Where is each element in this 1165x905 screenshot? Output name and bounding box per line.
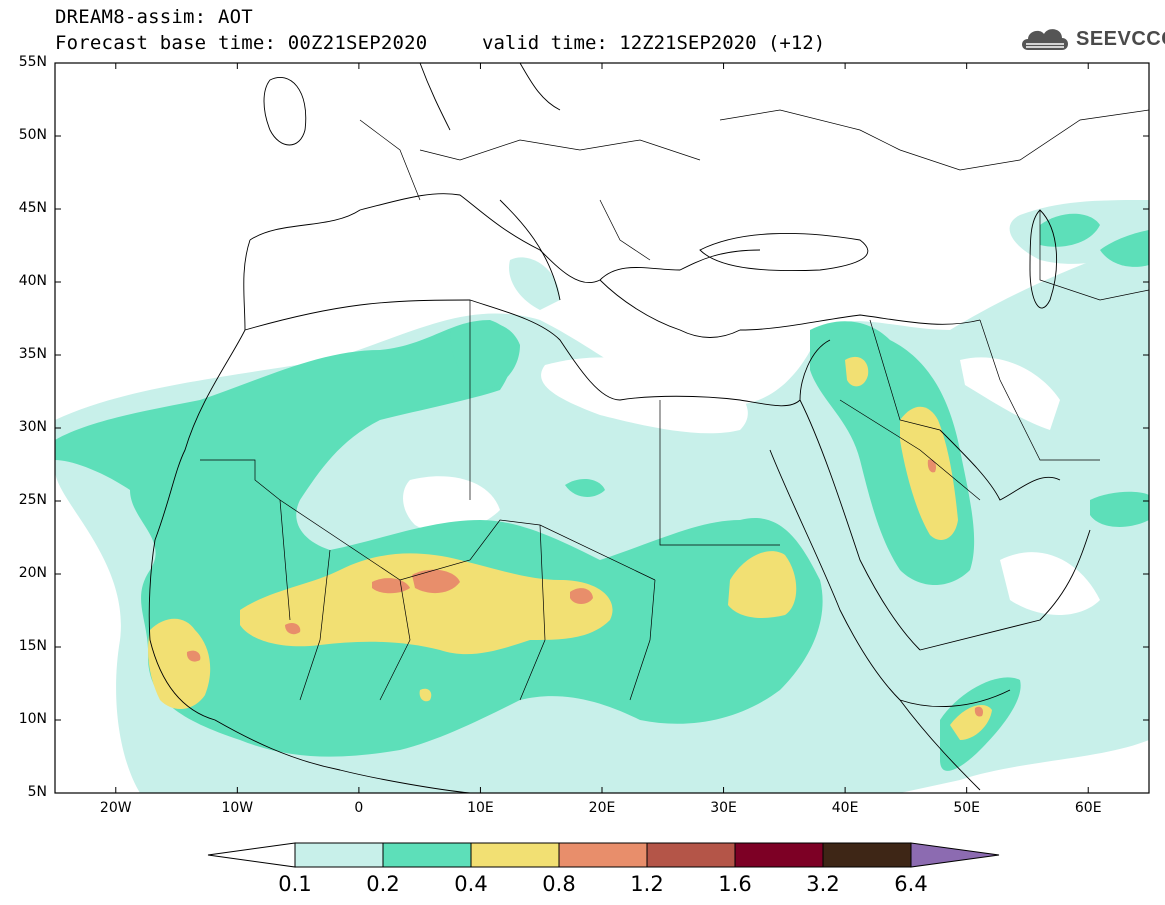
lat-label: 50N — [18, 127, 47, 143]
seevccc-logo: SEEVCCC — [1018, 24, 1165, 54]
cloud-icon — [1022, 29, 1068, 50]
map-title: DREAM8-assim: AOT — [55, 6, 253, 28]
forecast-base-time: Forecast base time: 00Z21SEP2020 — [55, 32, 428, 54]
lon-label: 20W — [99, 800, 132, 816]
lat-label: 55N — [18, 54, 47, 70]
lon-label: 20E — [588, 800, 616, 816]
colorbar — [207, 842, 1000, 868]
lat-label: 20N — [18, 565, 47, 581]
valid-time: valid time: 12Z21SEP2020 (+12) — [482, 32, 826, 54]
axis-ticks — [55, 62, 1149, 794]
lon-label: 10W — [221, 800, 254, 816]
colorbar-label: 1.6 — [718, 872, 752, 896]
colorbar-bin — [294, 842, 384, 868]
colorbar-label: 0.2 — [366, 872, 400, 896]
colorbar-label: 0.4 — [454, 872, 488, 896]
colorbar-bin — [470, 842, 560, 868]
lat-label: 10N — [18, 711, 47, 727]
colorbar-label: 1.2 — [630, 872, 664, 896]
colorbar-bin — [382, 842, 472, 868]
country-borders — [200, 109, 1149, 701]
logo-text: SEEVCCC — [1076, 27, 1165, 50]
lat-label: 5N — [27, 784, 47, 800]
colorbar-low-arrow — [207, 842, 296, 868]
lon-label: 30E — [710, 800, 737, 816]
colorbar-bin — [558, 842, 648, 868]
colorbar-bin — [734, 842, 824, 868]
colorbar-label: 3.2 — [806, 872, 840, 896]
lat-label: 25N — [18, 492, 47, 508]
clean-air-areas — [403, 357, 1100, 615]
lat-label: 35N — [18, 346, 47, 362]
lon-label: 10E — [467, 800, 494, 816]
lat-label: 30N — [18, 419, 47, 435]
lon-label: 40E — [831, 800, 859, 816]
colorbar-bin — [822, 842, 912, 868]
lon-label: 50E — [953, 800, 980, 816]
colorbar-label: 0.1 — [278, 872, 312, 896]
lat-label: 15N — [18, 638, 47, 654]
colorbar-label: 6.4 — [894, 872, 928, 896]
lon-label: 60E — [1074, 800, 1102, 816]
coastlines — [148, 63, 1091, 793]
colorbar-bin — [646, 842, 736, 868]
lat-label: 40N — [18, 273, 47, 289]
lon-label: 0 — [354, 800, 364, 816]
colorbar-high-arrow — [910, 842, 1000, 868]
colorbar-label: 0.8 — [542, 872, 576, 896]
aot-band-0.4 — [148, 356, 992, 740]
lat-label: 45N — [18, 200, 47, 216]
